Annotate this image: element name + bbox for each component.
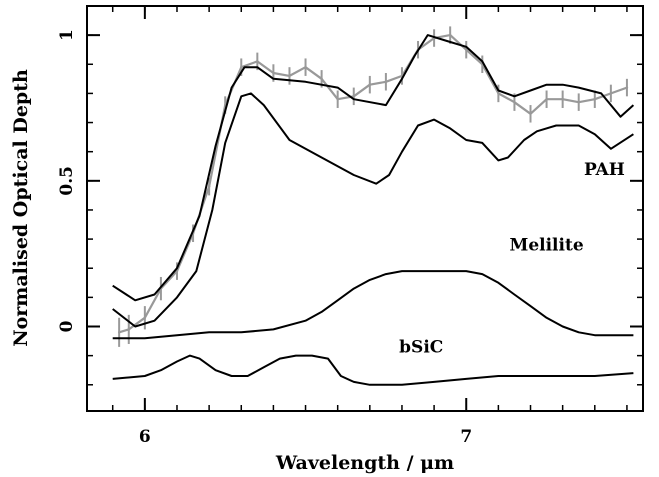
data-point	[465, 48, 468, 51]
data-point	[320, 77, 323, 81]
annotation-pah: PAH	[584, 160, 625, 180]
data-point	[240, 65, 243, 69]
annotation-bsic: bSiC	[399, 338, 443, 358]
series-line	[112, 270, 634, 340]
data-point	[368, 83, 372, 86]
data-point	[497, 92, 500, 95]
data-point	[207, 185, 211, 188]
data-point	[288, 74, 291, 78]
y-tick-label: 0	[57, 320, 77, 332]
data-point	[529, 112, 532, 116]
ticks-layer: 0 0.5 1 6 7	[57, 6, 643, 447]
data-point	[609, 92, 613, 95]
data-point	[117, 331, 121, 334]
data-point	[336, 98, 339, 101]
y-tick-label: 1	[57, 29, 77, 41]
series-curve-1	[112, 34, 635, 302]
data-point	[448, 33, 452, 37]
series-line	[112, 34, 635, 302]
series-curve-0	[117, 26, 629, 347]
x-tick-label: 6	[139, 427, 151, 447]
series-line	[118, 34, 628, 334]
y-tick-label: 0.5	[57, 166, 77, 196]
data-point	[256, 60, 259, 63]
y-axis-label: Normalised Optical Depth	[10, 69, 32, 347]
data-point	[352, 95, 355, 98]
data-point	[561, 98, 564, 101]
data-point	[143, 316, 147, 319]
data-point	[127, 328, 130, 331]
x-tick-label: 7	[460, 427, 472, 447]
data-point	[625, 86, 629, 89]
data-point	[304, 65, 307, 69]
data-point	[175, 269, 179, 273]
data-point	[272, 71, 275, 75]
x-axis-label: Wavelength / μm	[275, 452, 454, 474]
series-line	[112, 354, 634, 386]
series-line	[112, 92, 634, 328]
series-melilite	[112, 270, 634, 340]
annotation-melilite: Melilite	[510, 236, 584, 256]
series-pah	[112, 92, 634, 328]
data-point	[577, 100, 580, 104]
annotation-layer: PAH Melilite bSiC	[399, 160, 625, 358]
data-point	[384, 80, 388, 83]
series-layer	[112, 26, 635, 386]
plot-frame	[86, 5, 644, 412]
data-point	[545, 98, 548, 101]
data-point	[513, 100, 516, 104]
data-point	[593, 98, 596, 101]
series-bsic	[112, 354, 634, 386]
